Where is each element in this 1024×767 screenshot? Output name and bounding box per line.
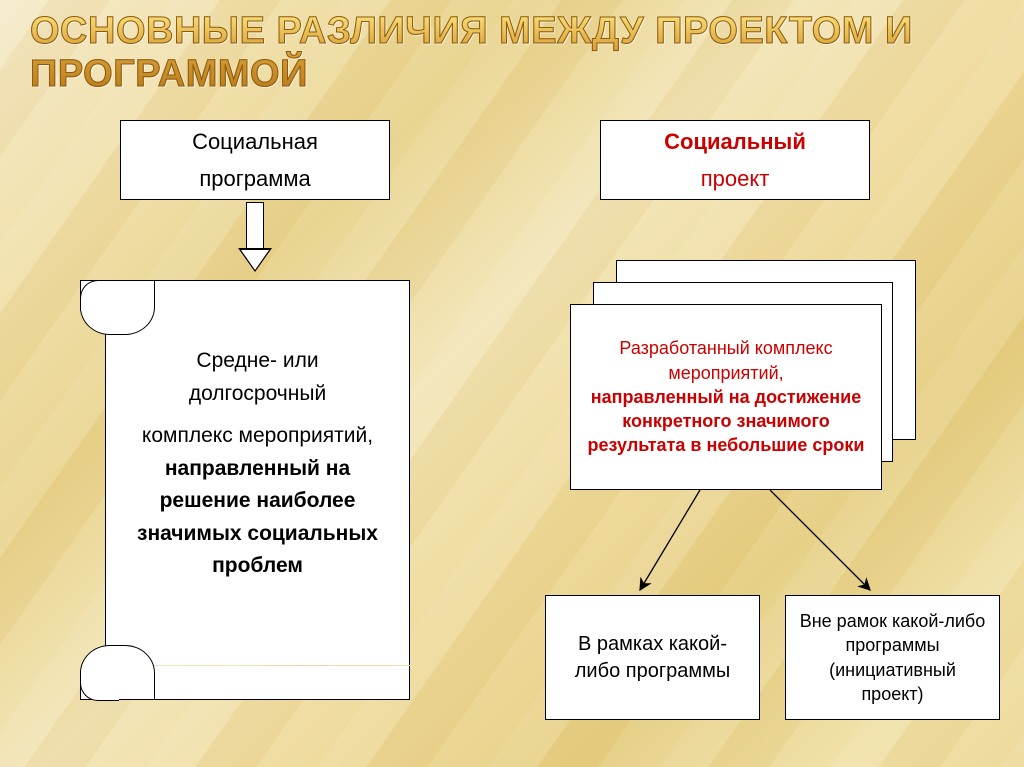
scroll-shape: Средне- или долгосрочный комплекс меропр… <box>80 280 410 700</box>
header-social-program: Социальная программа <box>120 120 390 200</box>
outcome-outside-program: Вне рамок какой-либо программы (инициати… <box>785 595 1000 720</box>
stack-layer-front: Разработанный комплекс мероприятий, напр… <box>570 304 882 490</box>
slide-title: Основные различия между проектом и прогр… <box>30 10 994 95</box>
header-line-2: проект <box>701 160 770 197</box>
scroll-text-thin-1: Средне- или долгосрочный <box>131 345 384 410</box>
header-line-1: Социальный <box>664 123 806 160</box>
scroll-text-thin-2: комплекс мероприятий, <box>131 420 384 453</box>
stack-text-bold: направленный на достижение конкретного з… <box>587 385 865 458</box>
stacked-pages: Разработанный комплекс мероприятий, напр… <box>570 260 930 490</box>
scroll-curl-top-icon <box>80 280 155 335</box>
block-arrow-down-icon <box>238 202 272 278</box>
outcome-text: В рамках какой-либо программы <box>556 631 749 685</box>
scroll-curl-bottom-icon <box>80 645 155 700</box>
stack-text-thin: Разработанный комплекс мероприятий, <box>587 336 865 385</box>
header-line-2: программа <box>199 160 310 197</box>
header-line-1: Социальная <box>192 123 318 160</box>
header-social-project: Социальный проект <box>600 120 870 200</box>
scroll-text-bold: направленный на решение наиболее значимы… <box>131 453 384 583</box>
outcome-within-program: В рамках какой-либо программы <box>545 595 760 720</box>
outcome-text: Вне рамок какой-либо программы (инициати… <box>796 609 989 706</box>
scroll-body: Средне- или долгосрочный комплекс меропр… <box>105 310 410 665</box>
